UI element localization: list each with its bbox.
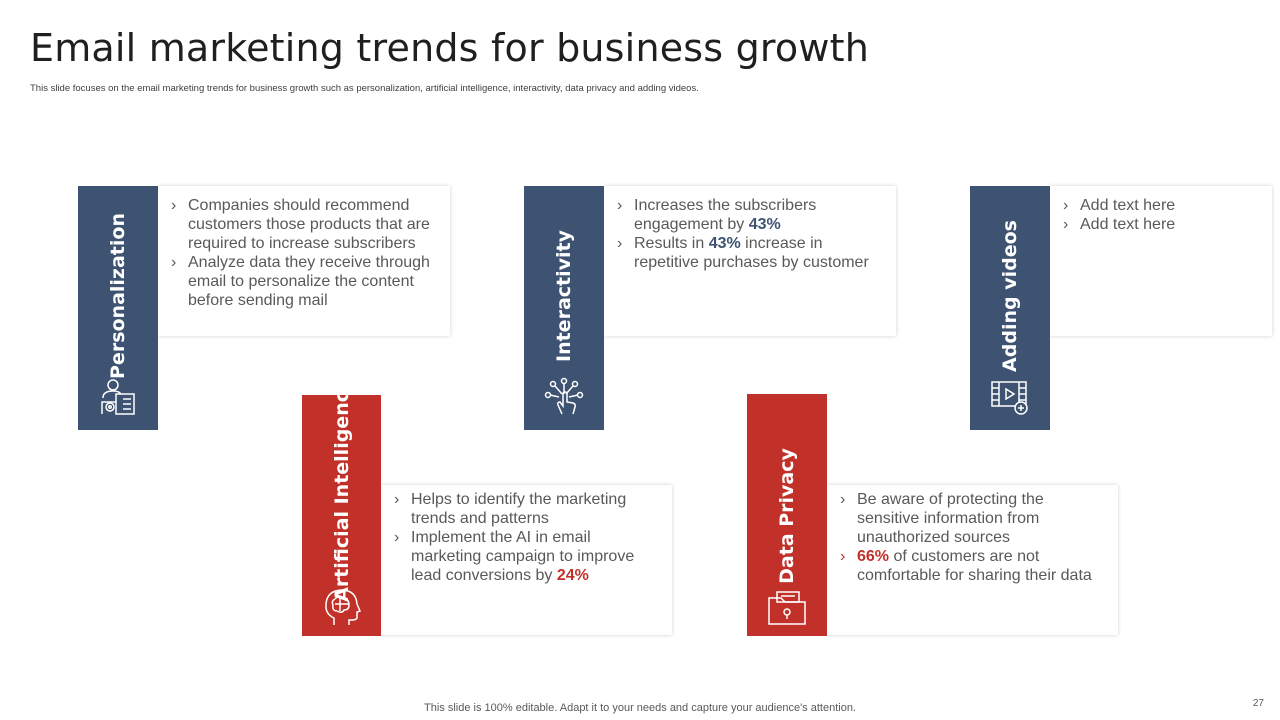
video-add-icon	[991, 381, 1028, 415]
page-subtitle: This slide focuses on the email marketin…	[30, 83, 699, 94]
personalization-card: › Companies should recommend customers th…	[158, 186, 450, 336]
personalization-label: Personalization	[107, 213, 129, 379]
interactivity-label: Interactivity	[553, 230, 575, 362]
list-item: › Helps to identify the marketing trends …	[394, 491, 627, 527]
list-item: › Add text here	[1063, 216, 1176, 233]
data-privacy-label: Data Privacy	[776, 448, 798, 584]
chevron-right-icon: ›	[171, 254, 177, 271]
page-number: 27	[1252, 698, 1264, 709]
chevron-right-icon: ›	[1063, 197, 1069, 214]
personalization-bar: Personalization	[78, 186, 158, 430]
footer-note: This slide is 100% editable. Adapt it to…	[424, 702, 856, 714]
ai-label: Artificial Intelligence	[330, 378, 353, 602]
chevron-right-icon: ›	[394, 491, 400, 508]
chevron-right-icon: ›	[1063, 216, 1069, 233]
chevron-right-icon: ›	[617, 235, 623, 252]
adding-videos-card: › Add text here › Add text here	[1050, 186, 1272, 336]
user-settings-icon	[101, 379, 135, 415]
list-item: › Be aware of protecting the sensitive in…	[840, 491, 1044, 546]
touch-network-icon	[544, 377, 584, 415]
data-privacy-bar: Data Privacy	[747, 394, 827, 636]
data-privacy-card: › Be aware of protecting the sensitive in…	[827, 485, 1118, 635]
chevron-right-icon: ›	[394, 529, 400, 546]
interactivity-card: › Increases the subscribers engagement by…	[604, 186, 896, 336]
list-item: › 66% of customers are not comfortable fo…	[840, 548, 1092, 584]
list-item: › Increases the subscribers engagement by…	[617, 197, 817, 233]
ai-card: › Helps to identify the marketing trends …	[381, 485, 672, 635]
chevron-right-icon: ›	[840, 548, 846, 565]
page-title: Email marketing trends for business grow…	[30, 26, 870, 70]
list-item: › Results in 43% increase in repetitive p…	[617, 235, 869, 271]
adding-videos-label: Adding videos	[999, 220, 1021, 372]
ai-bar: Artificial Intelligence	[302, 378, 381, 636]
chevron-right-icon: ›	[617, 197, 623, 214]
list-item: › Implement the AI in email marketing cam…	[394, 529, 635, 584]
list-item: › Companies should recommend customers th…	[171, 197, 430, 252]
chevron-right-icon: ›	[840, 491, 846, 508]
list-item: › Add text here	[1063, 197, 1176, 214]
secure-folder-icon	[768, 591, 806, 625]
list-item: › Analyze data they receive through email…	[171, 254, 430, 309]
interactivity-bar: Interactivity	[524, 186, 604, 430]
adding-videos-bar: Adding videos	[970, 186, 1050, 430]
chevron-right-icon: ›	[171, 197, 177, 214]
brain-head-icon	[324, 589, 361, 625]
